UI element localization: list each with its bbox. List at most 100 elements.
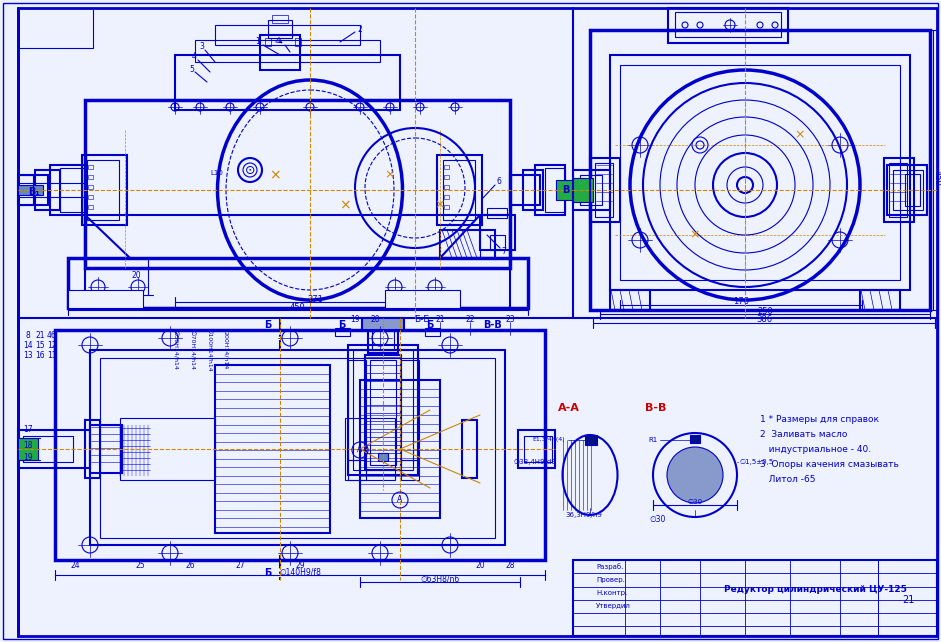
Text: 15: 15 xyxy=(35,340,45,349)
Bar xyxy=(18,8,93,48)
Text: 24: 24 xyxy=(71,560,80,569)
Bar xyxy=(462,420,477,478)
Bar xyxy=(370,360,396,465)
Text: 20: 20 xyxy=(370,315,380,324)
Bar xyxy=(88,165,93,169)
Bar xyxy=(510,175,540,205)
Bar xyxy=(444,175,449,179)
Bar xyxy=(535,165,565,215)
Text: ×: × xyxy=(795,128,805,141)
Text: 21: 21 xyxy=(901,595,915,605)
Text: В-В: В-В xyxy=(645,403,666,413)
Text: ∅30: ∅30 xyxy=(688,499,703,505)
Bar xyxy=(889,163,907,217)
Text: 36,3H9/h9: 36,3H9/h9 xyxy=(565,512,602,518)
Text: ∅50H14/h14: ∅50H14/h14 xyxy=(172,330,178,370)
Bar xyxy=(545,168,565,212)
Text: ×: × xyxy=(269,168,280,182)
Text: Литол -65: Литол -65 xyxy=(760,475,816,484)
Text: 7: 7 xyxy=(502,247,506,256)
Text: 19: 19 xyxy=(350,315,359,324)
Bar xyxy=(443,160,475,220)
Text: 20: 20 xyxy=(132,272,141,281)
Bar xyxy=(444,165,449,169)
Bar xyxy=(590,158,620,222)
Bar xyxy=(23,436,73,462)
Bar xyxy=(348,360,366,460)
Bar xyxy=(585,435,597,445)
Bar xyxy=(518,430,555,468)
Text: E1,3/4h(4): E1,3/4h(4) xyxy=(533,437,565,442)
Text: Н.контр.: Н.контр. xyxy=(596,590,628,596)
Bar xyxy=(440,230,495,258)
Text: В-В: В-В xyxy=(484,320,502,330)
Bar xyxy=(893,170,923,210)
Bar xyxy=(480,215,515,250)
Bar xyxy=(365,355,401,470)
Bar xyxy=(85,420,100,478)
Bar xyxy=(348,460,366,480)
Bar xyxy=(690,435,700,443)
Bar xyxy=(68,290,143,308)
Text: 26: 26 xyxy=(185,560,195,569)
Bar xyxy=(860,290,900,310)
Text: 18: 18 xyxy=(24,440,33,449)
Text: индустриальное - 40.: индустриальное - 40. xyxy=(760,445,871,454)
Bar xyxy=(887,165,927,215)
Text: 22: 22 xyxy=(465,315,475,324)
Bar xyxy=(372,322,394,350)
Bar xyxy=(362,318,404,330)
Text: 28: 28 xyxy=(505,560,515,569)
Text: 29: 29 xyxy=(295,560,305,569)
Text: ∅63H8/n6: ∅63H8/n6 xyxy=(421,575,459,584)
Bar xyxy=(82,155,127,225)
Bar xyxy=(18,185,43,195)
Text: 16: 16 xyxy=(35,351,45,360)
Bar xyxy=(215,25,360,45)
Bar xyxy=(401,460,419,480)
Text: L10: L10 xyxy=(211,170,223,176)
Bar xyxy=(345,418,395,480)
Bar xyxy=(68,258,528,308)
Text: А-А: А-А xyxy=(558,403,580,413)
Text: ∅140H9/f8: ∅140H9/f8 xyxy=(279,568,321,577)
Bar xyxy=(487,208,507,218)
Bar xyxy=(884,158,914,222)
Bar xyxy=(444,205,449,209)
Text: 200H14/h14: 200H14/h14 xyxy=(224,331,229,369)
Bar xyxy=(580,175,602,205)
Bar xyxy=(668,8,788,43)
Bar xyxy=(175,55,400,110)
Text: 13: 13 xyxy=(24,351,33,360)
Text: А: А xyxy=(397,496,403,505)
Text: Утвердил: Утвердил xyxy=(596,603,630,609)
Bar xyxy=(268,20,292,38)
Bar xyxy=(595,163,613,217)
Text: 1: 1 xyxy=(256,37,261,46)
Text: Б: Б xyxy=(264,568,272,578)
Text: 5: 5 xyxy=(189,64,194,73)
Bar xyxy=(675,12,781,37)
Text: Б: Б xyxy=(426,320,434,330)
Bar xyxy=(378,453,388,461)
Text: 450: 450 xyxy=(933,170,941,186)
Bar xyxy=(610,290,650,310)
Text: 21: 21 xyxy=(436,315,445,324)
Text: ∅100H14/h14: ∅100H14/h14 xyxy=(206,328,212,372)
Bar xyxy=(35,170,60,210)
Bar xyxy=(348,345,418,475)
Bar xyxy=(523,170,543,210)
Text: Б: Б xyxy=(339,320,345,330)
Bar xyxy=(556,180,573,200)
Bar xyxy=(490,235,505,250)
Text: 2  Заливать масло: 2 Заливать масло xyxy=(760,430,848,439)
Text: 1 * Размеры для справок: 1 * Размеры для справок xyxy=(760,415,879,424)
Text: Редуктор цилиндрический ЦУ-125: Редуктор цилиндрический ЦУ-125 xyxy=(724,586,906,594)
Bar xyxy=(444,185,449,189)
Bar xyxy=(50,165,85,215)
Text: 19: 19 xyxy=(24,453,33,462)
Text: 8: 8 xyxy=(25,331,30,340)
Text: 14: 14 xyxy=(24,340,33,349)
Text: ⊙: ⊙ xyxy=(245,164,255,177)
Bar xyxy=(590,30,930,310)
